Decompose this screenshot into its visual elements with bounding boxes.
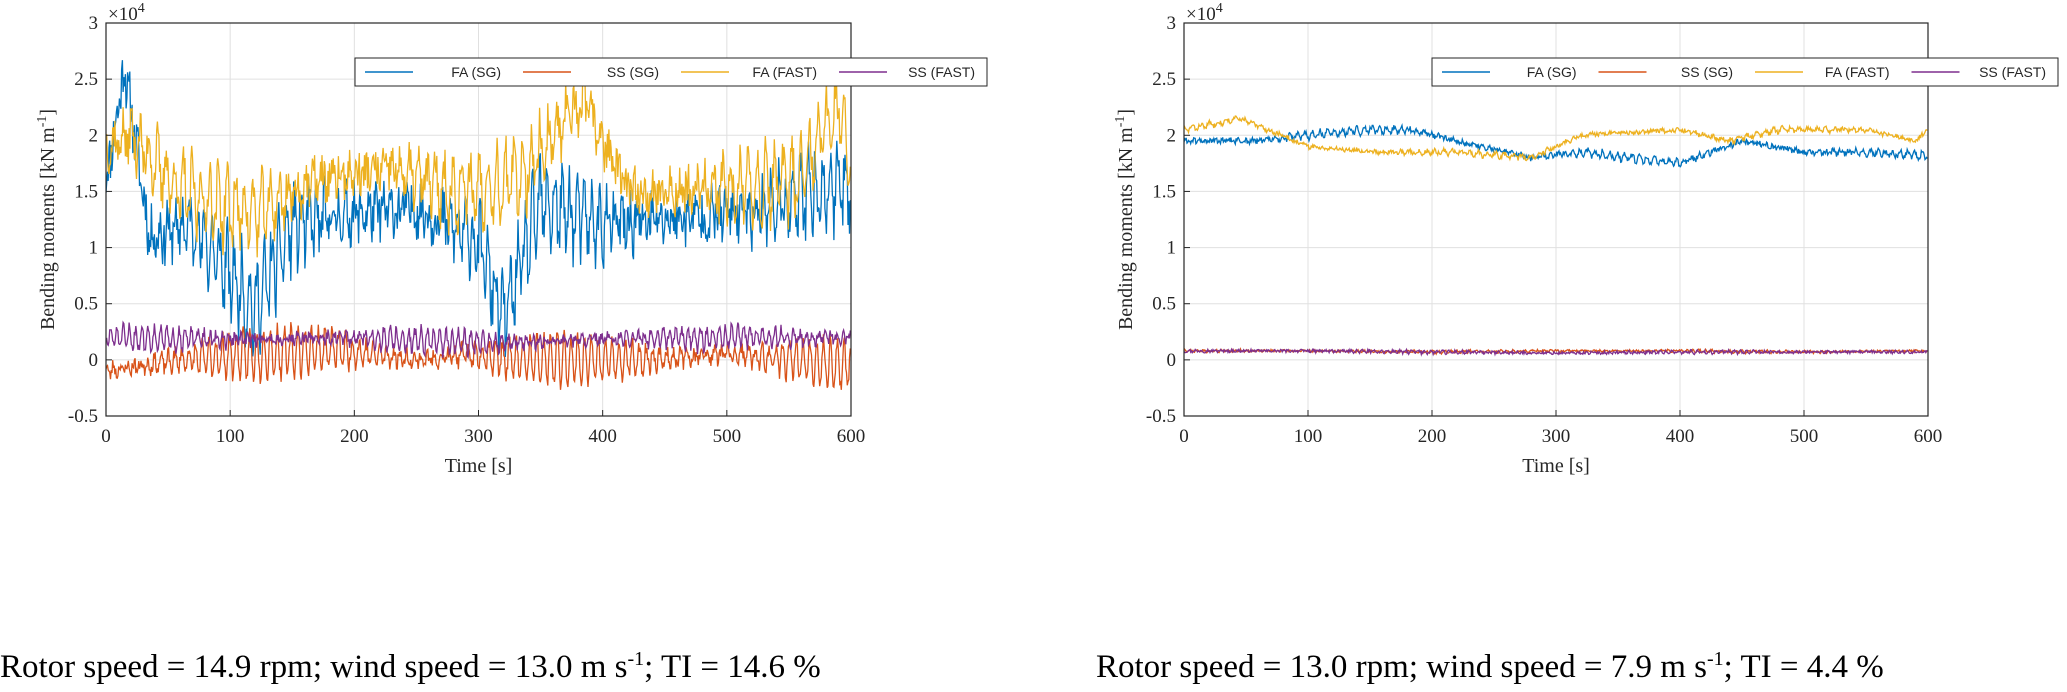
- y-tick-label: 0.5: [74, 294, 98, 315]
- series-line-fa-fast-: [1184, 115, 1928, 162]
- y-tick-label: 2: [89, 125, 99, 146]
- series-line-fa-fast-: [106, 63, 851, 258]
- x-tick-label: 400: [588, 426, 617, 447]
- y-tick-label: -0.5: [1146, 406, 1176, 427]
- legend-label: FA (FAST): [1825, 64, 1890, 80]
- legend-label: SS (FAST): [908, 64, 975, 80]
- x-tick-label: 300: [464, 426, 493, 447]
- caption-left-sup: -1: [627, 648, 645, 670]
- legend: FA (SG) SS (SG) FA (FAST) SS (FAST): [1431, 57, 2059, 87]
- caption-left-main: Rotor speed = 14.9 rpm; wind speed = 13.…: [0, 649, 628, 685]
- series-group: [106, 60, 851, 390]
- chart-1: 0 100 200 300 400 500 600-0.500.511.522.53 ×104…: [1113, 1, 2059, 477]
- x-axis-label: Time [s]: [1522, 455, 1590, 477]
- caption-right-rest: ; TI = 4.4 %: [1723, 649, 1884, 685]
- x-tick-label: 600: [1914, 426, 1943, 447]
- x-tick-label: 400: [1666, 426, 1695, 447]
- y-tick-label: 2.5: [1152, 69, 1176, 90]
- y-tick-label: 1: [89, 238, 99, 259]
- x-tick-label: 300: [1542, 426, 1571, 447]
- x-axis-label: Time [s]: [445, 455, 513, 477]
- x-tick-label: 500: [1790, 426, 1819, 447]
- caption-right-main: Rotor speed = 13.0 rpm; wind speed = 7.9…: [1096, 649, 1707, 685]
- y-tick-label: 3: [89, 13, 99, 34]
- caption-left: Rotor speed = 14.9 rpm; wind speed = 13.…: [0, 648, 821, 686]
- y-tick-label: 2.5: [74, 69, 98, 90]
- legend-label: SS (FAST): [1979, 64, 2046, 80]
- x-tick-label: 200: [340, 426, 369, 447]
- y-tick-label: 1: [1167, 238, 1177, 259]
- chart-0: 0 100 200 300 400 500 600-0.500.511.522.53 ×104…: [35, 1, 988, 477]
- legend-label: SS (SG): [607, 64, 659, 80]
- y-tick-label: 3: [1167, 13, 1177, 34]
- x-tick-label: 100: [1294, 426, 1323, 447]
- series-line-ss-fast-: [106, 320, 851, 360]
- y-tick-label: 0: [89, 350, 99, 371]
- x-tick-label: 200: [1418, 426, 1447, 447]
- series-line-fa-sg-: [1184, 123, 1928, 168]
- x-tick-label: 500: [713, 426, 742, 447]
- x-tick-label: 0: [1179, 426, 1189, 447]
- caption-left-rest: ; TI = 14.6 %: [644, 649, 821, 685]
- y-tick-label: 2: [1167, 125, 1177, 146]
- x-tick-label: 0: [101, 426, 111, 447]
- y-axis-label: Bending moments [kN m-1]: [35, 109, 59, 330]
- caption-right-sup: -1: [1707, 648, 1724, 670]
- legend: FA (SG) SS (SG) FA (FAST) SS (FAST): [354, 57, 988, 87]
- y-tick-label: 1.5: [74, 181, 98, 202]
- legend-box: [354, 57, 988, 87]
- legend-label: SS (SG): [1681, 64, 1733, 80]
- caption-right: Rotor speed = 13.0 rpm; wind speed = 7.9…: [1096, 648, 1884, 686]
- legend-label: FA (FAST): [752, 64, 817, 80]
- exponent-label: ×104: [108, 1, 145, 25]
- y-tick-label: 0: [1167, 350, 1177, 371]
- y-tick-label: -0.5: [68, 406, 98, 427]
- x-tick-label: 100: [216, 426, 245, 447]
- y-tick-label: 0.5: [1152, 294, 1176, 315]
- legend-label: FA (SG): [451, 64, 501, 80]
- series-line-ss-fast-: [1184, 347, 1928, 357]
- series-group: [1184, 115, 1928, 357]
- series-line-ss-sg-: [106, 322, 851, 390]
- legend-label: FA (SG): [1527, 64, 1577, 80]
- exponent-label: ×104: [1186, 1, 1223, 25]
- y-tick-label: 1.5: [1152, 181, 1176, 202]
- y-axis-label: Bending moments [kN m-1]: [1113, 109, 1137, 330]
- x-tick-label: 600: [837, 426, 866, 447]
